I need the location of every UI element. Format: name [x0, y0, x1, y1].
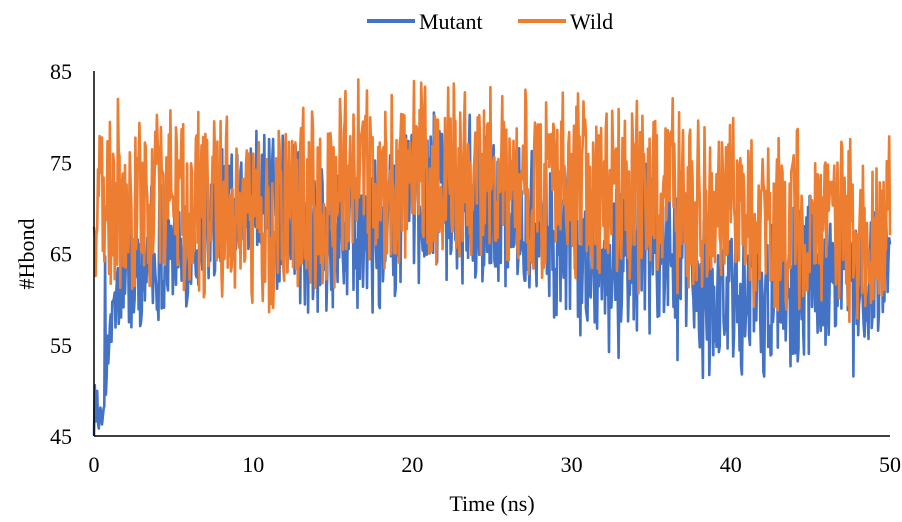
x-tick-label: 0 — [89, 452, 100, 477]
y-tick-label: 55 — [50, 333, 72, 358]
y-tick-label: 65 — [50, 242, 72, 267]
y-tick-label: 45 — [50, 424, 72, 449]
x-tick-labels: 0 10 20 30 40 50 — [89, 452, 902, 477]
y-tick-labels: 45 55 65 75 85 — [50, 59, 72, 449]
y-axis-title: #Hbond — [14, 219, 39, 290]
x-tick-label: 20 — [401, 452, 423, 477]
x-tick-label: 50 — [879, 452, 901, 477]
x-tick-label: 30 — [561, 452, 583, 477]
series-wild — [92, 78, 892, 324]
series-line-wild — [92, 78, 892, 324]
legend: Mutant Wild — [367, 9, 613, 34]
x-tick-label: 10 — [242, 452, 264, 477]
legend-mutant-label: Mutant — [419, 9, 483, 34]
axes — [93, 71, 890, 437]
legend-wild-label: Wild — [570, 9, 613, 34]
series-layer — [92, 78, 892, 436]
x-tick-label: 40 — [720, 452, 742, 477]
y-tick-label: 85 — [50, 59, 72, 84]
x-axis-title: Time (ns) — [449, 491, 534, 516]
y-tick-label: 75 — [50, 150, 72, 175]
